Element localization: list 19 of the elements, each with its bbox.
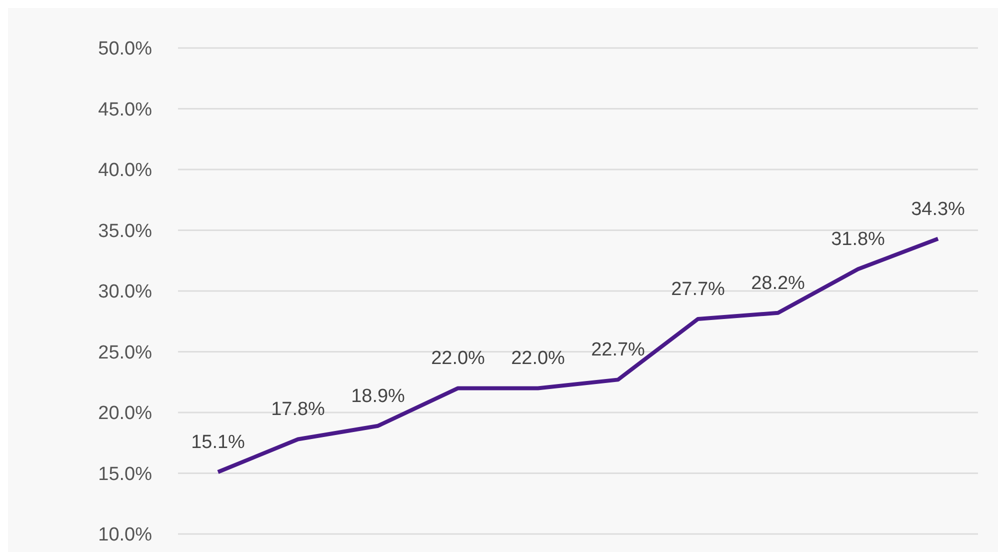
y-tick-label: 15.0% xyxy=(98,464,152,485)
y-tick-label: 50.0% xyxy=(98,38,152,60)
data-label: 22.0% xyxy=(511,348,566,370)
data-label: 28.2% xyxy=(751,272,806,294)
data-label: 27.7% xyxy=(671,278,726,300)
y-tick-label: 20.0% xyxy=(98,403,152,424)
data-label: 34.3% xyxy=(911,198,966,220)
data-label: 18.9% xyxy=(351,386,406,407)
y-tick-label: 45.0% xyxy=(98,99,152,120)
data-label: 17.8% xyxy=(271,399,326,420)
y-tick-label: 30.0% xyxy=(98,282,152,303)
data-label: 15.1% xyxy=(191,432,246,454)
data-label: 22.0% xyxy=(431,348,486,370)
y-tick-label: 25.0% xyxy=(98,342,152,364)
y-tick-label: 35.0% xyxy=(98,220,152,242)
data-label: 31.8% xyxy=(831,229,886,250)
y-tick-label: 40.0% xyxy=(98,160,152,182)
y-tick-label: 10.0% xyxy=(98,524,152,546)
data-label: 22.7% xyxy=(591,340,646,361)
